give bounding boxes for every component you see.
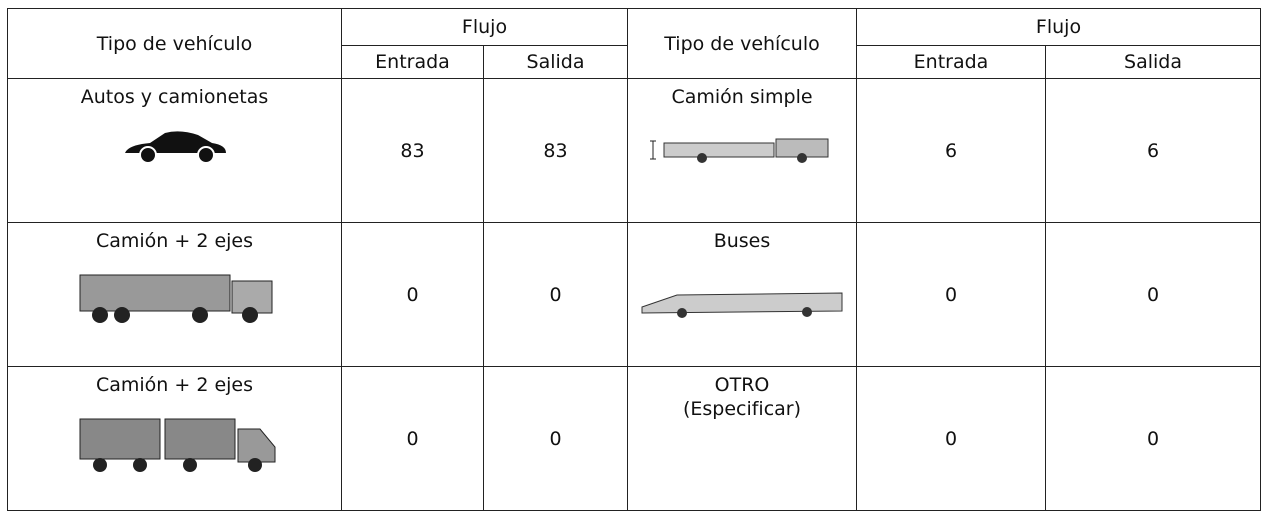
car-icon [124, 131, 226, 164]
bus-icon [641, 292, 843, 318]
vehicle-label: Camión + 2 ejes [95, 374, 254, 396]
in-value: 83 [341, 78, 484, 223]
type-header: Tipo de vehículo [627, 8, 857, 79]
out-header: Salida [1045, 45, 1261, 79]
vehicle-cell: Camión + 2 ejes [7, 222, 342, 367]
out-value: 0 [483, 366, 628, 511]
vehicle-cell: Camión simple [627, 78, 857, 223]
vehicle-label: Autos y camionetas [80, 86, 269, 108]
in-header: Entrada [341, 45, 484, 79]
out-value: 0 [1045, 222, 1261, 367]
in-value: 0 [341, 222, 484, 367]
out-value: 83 [483, 78, 628, 223]
vehicle-label: Buses [713, 230, 771, 252]
data-row: Camión + 2 ejes 0 0 OTRO (Especificar) 0… [7, 366, 1261, 511]
out-value: 0 [1045, 366, 1261, 511]
header-row: Entrada Salida Entrada Salida [8, 45, 1261, 79]
in-value: 0 [856, 366, 1046, 511]
vehicle-label: OTRO (Especificar) [682, 374, 802, 420]
vehicle-cell: Camión + 2 ejes [7, 366, 342, 511]
vehicle-label: Camión simple [671, 86, 813, 108]
data-row: Autos y camionetas 83 83 Camión simple 6… [7, 78, 1261, 223]
truck-icon [79, 274, 272, 323]
out-value: 6 [1045, 78, 1261, 223]
flow-header: Flujo [341, 8, 628, 46]
flow-table: Tipo de vehículo Flujo Tipo de vehículo … [7, 8, 1261, 511]
in-header: Entrada [856, 45, 1046, 79]
in-value: 6 [856, 78, 1046, 223]
truck-trailer-icon [79, 418, 275, 472]
data-row: Camión + 2 ejes 0 0 Buses 0 0 [7, 222, 1261, 367]
header-row: Tipo de vehículo Flujo Tipo de vehículo … [7, 8, 1261, 79]
out-header: Salida [483, 45, 628, 79]
flow-header: Flujo [856, 8, 1261, 46]
truck-icon [650, 138, 829, 163]
in-value: 0 [856, 222, 1046, 367]
vehicle-cell: OTRO (Especificar) [627, 366, 857, 511]
out-value: 0 [483, 222, 628, 367]
type-header: Tipo de vehículo [7, 8, 342, 79]
vehicle-label: Camión + 2 ejes [95, 230, 254, 252]
in-value: 0 [341, 366, 484, 511]
vehicle-cell: Buses [627, 222, 857, 367]
vehicle-cell: Autos y camionetas [7, 78, 342, 223]
